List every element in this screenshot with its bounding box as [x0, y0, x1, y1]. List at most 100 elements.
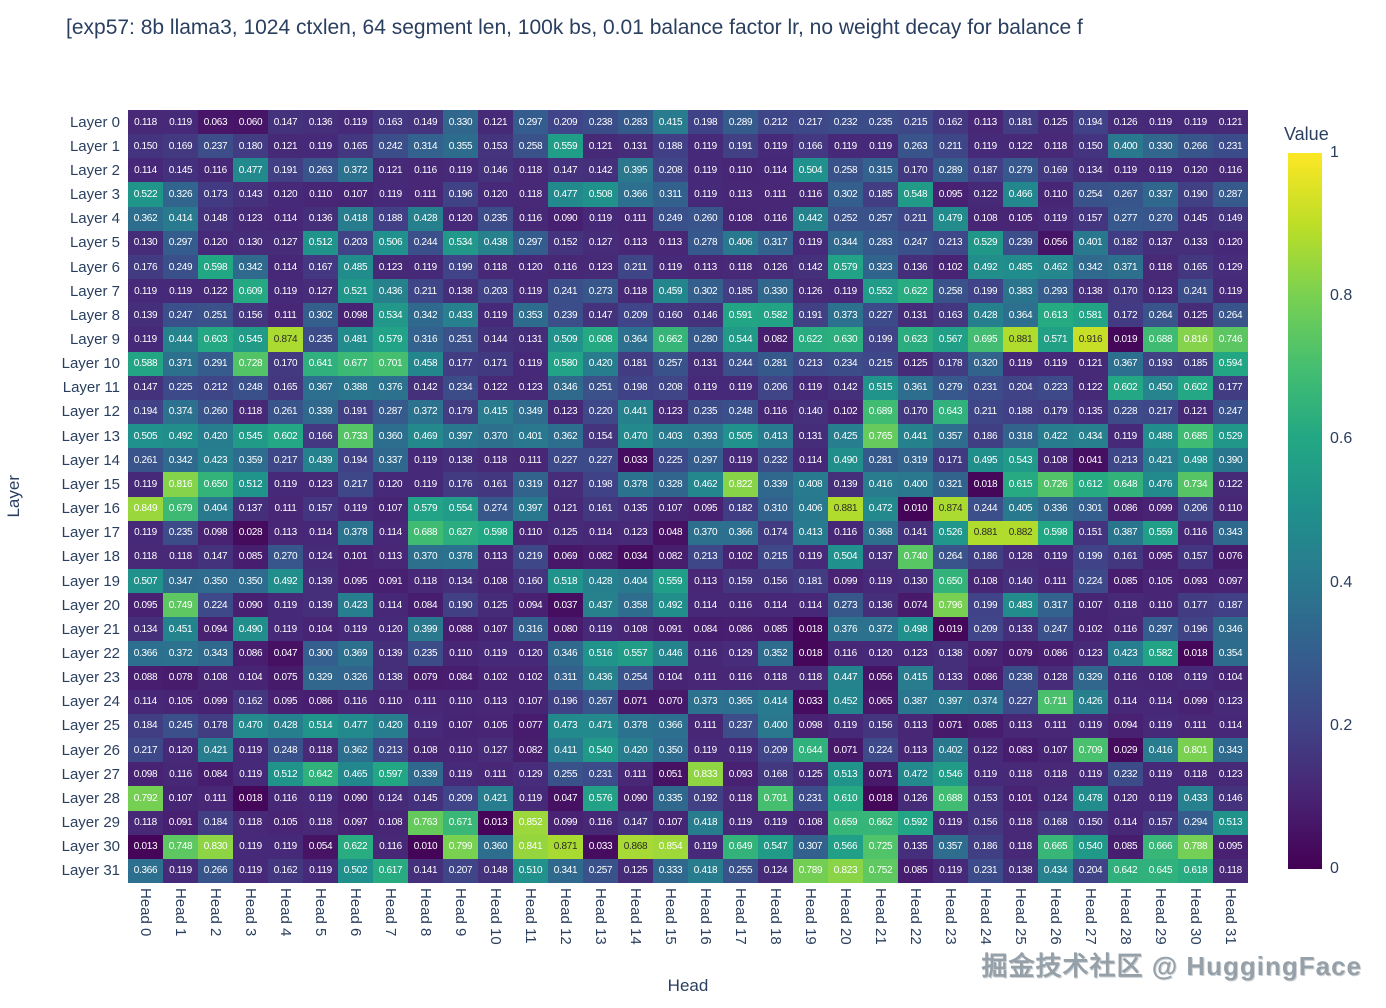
heatmap-cell: 0.404: [198, 496, 233, 521]
heatmap-cell: 0.018: [793, 641, 828, 666]
heatmap-cell: 0.209: [968, 617, 1003, 642]
heatmap-cell: 0.123: [1213, 762, 1248, 787]
heatmap-cell: 0.114: [373, 593, 408, 618]
heatmap-cell: 0.411: [548, 738, 583, 763]
heatmap-cell: 0.120: [1178, 158, 1213, 183]
heatmap-cell: 0.119: [1143, 786, 1178, 811]
heatmap-cell: 0.213: [688, 544, 723, 569]
heatmap-cell: 0.185: [1178, 351, 1213, 376]
heatmap-cell: 0.110: [443, 738, 478, 763]
heatmap-cell: 0.113: [898, 713, 933, 739]
heatmap-cell: 0.018: [1178, 641, 1213, 666]
heatmap-cell: 0.472: [898, 762, 933, 787]
colorbar-tick-label: 0.4: [1330, 573, 1353, 591]
heatmap-cell: 0.516: [583, 641, 618, 666]
heatmap-cell: 0.251: [443, 327, 478, 352]
heatmap-cell: 0.513: [1213, 810, 1248, 835]
heatmap-cell: 0.111: [478, 762, 513, 787]
heatmap-cell: 0.434: [1038, 858, 1073, 883]
heatmap-cell: 0.185: [723, 279, 758, 304]
heatmap-cell: 0.490: [233, 617, 268, 642]
heatmap-cell: 0.235: [303, 327, 338, 352]
heatmap-cell: 0.204: [1073, 858, 1108, 883]
heatmap-cell: 0.504: [793, 158, 828, 183]
heatmap-cell: 0.119: [863, 134, 898, 159]
x-tick-label-text: Head 10: [487, 888, 504, 945]
heatmap-cell: 0.119: [688, 834, 723, 859]
heatmap-cell: 0.119: [1108, 158, 1143, 183]
colorbar-tick-label: 0.6: [1330, 430, 1353, 448]
heatmap-cell: 0.121: [268, 134, 303, 159]
x-tick-label: Head 28: [1108, 888, 1143, 970]
heatmap-cell: 0.095: [688, 496, 723, 521]
heatmap-cell: 0.108: [373, 810, 408, 835]
heatmap-cell: 0.107: [653, 810, 688, 835]
heatmap-cell: 0.421: [1143, 448, 1178, 473]
heatmap-cell: 0.114: [793, 448, 828, 473]
heatmap-cell: 0.079: [408, 665, 443, 690]
heatmap-cell: 0.099: [198, 689, 233, 714]
heatmap-cell: 0.093: [723, 762, 758, 787]
heatmap-cell: 0.119: [828, 279, 863, 304]
heatmap-cell: 0.209: [618, 303, 653, 328]
heatmap-cell: 0.119: [128, 520, 163, 545]
heatmap-cell: 0.194: [128, 399, 163, 425]
heatmap-cell: 0.446: [653, 641, 688, 666]
heatmap-cell: 0.105: [163, 689, 198, 714]
heatmap-cell: 0.395: [618, 158, 653, 183]
heatmap-cell: 0.223: [1038, 375, 1073, 400]
heatmap-cell: 0.142: [828, 375, 863, 400]
heatmap-cell: 0.119: [688, 158, 723, 183]
heatmap-cell: 0.181: [1003, 110, 1038, 135]
heatmap-cell: 0.799: [443, 834, 478, 859]
heatmap-cell: 0.545: [233, 327, 268, 352]
heatmap-cell: 0.512: [303, 230, 338, 255]
heatmap-cell: 0.105: [1143, 568, 1178, 594]
heatmap-cell: 0.090: [618, 786, 653, 811]
heatmap-cell: 0.118: [1038, 134, 1073, 159]
heatmap-cell: 0.114: [583, 520, 618, 545]
heatmap-cell: 0.047: [548, 786, 583, 811]
heatmap-cell: 0.110: [1143, 593, 1178, 618]
x-tick-label-text: Head 3: [242, 888, 259, 937]
heatmap-cell: 0.130: [898, 568, 933, 594]
heatmap-cell: 0.098: [128, 762, 163, 787]
heatmap-cell: 0.120: [863, 641, 898, 666]
heatmap-cell: 0.822: [723, 472, 758, 497]
x-tick-label-text: Head 8: [417, 888, 434, 937]
heatmap-cell: 0.235: [163, 520, 198, 545]
heatmap-cell: 0.111: [268, 496, 303, 521]
heatmap-cell: 0.728: [233, 351, 268, 376]
heatmap-cell: 0.125: [548, 520, 583, 545]
heatmap-cell: 0.416: [1143, 738, 1178, 763]
heatmap-cell: 0.387: [898, 689, 933, 714]
heatmap-cell: 0.689: [863, 399, 898, 425]
heatmap-cell: 0.733: [338, 424, 373, 449]
heatmap-cell: 0.792: [128, 786, 163, 811]
heatmap-cell: 0.129: [723, 641, 758, 666]
heatmap-cell: 0.481: [338, 327, 373, 352]
heatmap-cell: 0.237: [198, 134, 233, 159]
heatmap-cell: 0.126: [1108, 110, 1143, 135]
heatmap-cell: 0.097: [968, 641, 1003, 666]
heatmap-cell: 0.350: [198, 568, 233, 594]
heatmap-cell: 0.260: [688, 206, 723, 231]
heatmap-cell: 0.311: [653, 182, 688, 207]
heatmap-cell: 0.479: [933, 206, 968, 231]
heatmap-cell: 0.127: [548, 472, 583, 497]
heatmap-cell: 0.643: [933, 399, 968, 425]
heatmap-cell: 0.120: [1213, 230, 1248, 255]
heatmap-cell: 0.123: [898, 641, 933, 666]
heatmap-cell: 0.156: [863, 713, 898, 739]
y-tick-label: Layer 20: [61, 596, 120, 614]
heatmap-cell: 0.122: [968, 738, 1003, 763]
heatmap-cell: 0.121: [1073, 351, 1108, 376]
heatmap-cell: 0.219: [513, 544, 548, 569]
heatmap-cell: 0.508: [583, 182, 618, 207]
heatmap-cell: 0.138: [933, 641, 968, 666]
heatmap-cell: 0.111: [1038, 568, 1073, 594]
heatmap-cell: 0.182: [1108, 230, 1143, 255]
heatmap-cell: 0.428: [408, 206, 443, 231]
y-tick-label: Layer 13: [61, 427, 120, 445]
heatmap-cell: 0.360: [478, 834, 513, 859]
